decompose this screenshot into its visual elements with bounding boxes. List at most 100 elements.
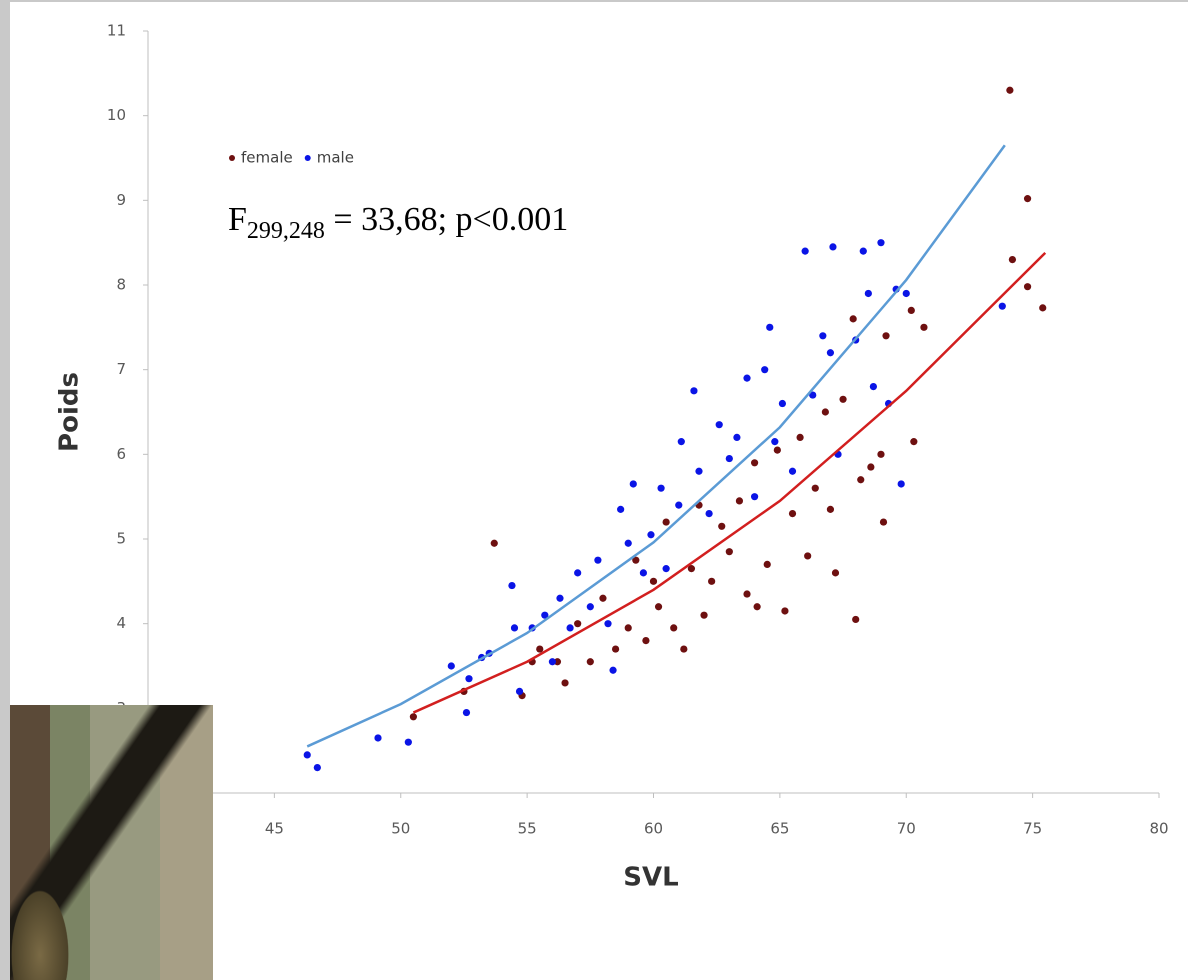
point — [852, 615, 860, 624]
point — [654, 603, 663, 611]
point — [907, 306, 915, 314]
point — [877, 239, 885, 247]
point — [801, 247, 809, 255]
point — [796, 433, 804, 441]
point — [670, 624, 678, 632]
point — [902, 289, 910, 298]
point — [751, 459, 759, 467]
point — [624, 539, 632, 547]
point — [462, 708, 471, 717]
point — [857, 476, 865, 484]
point — [586, 658, 594, 666]
point — [920, 323, 928, 331]
y-tick-label: 9 — [116, 191, 126, 209]
x-axis-title: SVL — [623, 863, 678, 893]
legend-label: female — [241, 149, 293, 167]
point — [761, 366, 769, 374]
point — [700, 611, 708, 619]
point — [447, 662, 455, 670]
point — [629, 480, 637, 488]
point — [657, 484, 665, 492]
annotation-rest: = 33,68; p<0.001 — [325, 201, 568, 238]
point — [649, 577, 658, 585]
point — [313, 764, 321, 772]
point — [897, 480, 905, 488]
point — [864, 289, 872, 298]
point — [781, 607, 789, 615]
point — [556, 594, 564, 602]
point — [998, 302, 1006, 310]
point — [647, 531, 655, 539]
point — [705, 509, 713, 518]
point — [553, 658, 562, 666]
y-axis-title: Poids — [55, 372, 85, 452]
point — [561, 679, 569, 687]
point — [677, 438, 685, 446]
point — [849, 315, 857, 323]
point — [541, 611, 549, 619]
legend-swatch — [229, 155, 235, 161]
point — [574, 569, 582, 577]
point — [867, 463, 875, 471]
point — [611, 645, 620, 653]
point — [773, 446, 781, 454]
point — [766, 323, 774, 331]
point — [632, 556, 640, 564]
point — [690, 387, 698, 395]
point — [594, 556, 602, 564]
point — [910, 438, 918, 446]
point — [374, 734, 382, 742]
point — [743, 374, 751, 382]
point — [510, 624, 519, 632]
point — [566, 624, 574, 632]
y-tick-label: 5 — [116, 530, 126, 548]
point — [718, 522, 726, 530]
point — [804, 552, 812, 560]
point — [877, 450, 885, 458]
point — [586, 603, 594, 611]
point — [680, 645, 688, 653]
point — [869, 383, 877, 391]
point — [508, 581, 516, 590]
point — [826, 505, 835, 513]
point — [1023, 283, 1032, 291]
point — [662, 518, 670, 526]
point — [404, 738, 412, 746]
point — [882, 332, 890, 340]
annotation-subscript: 299,248 — [247, 218, 325, 244]
legend-label: male — [317, 149, 354, 167]
x-tick-label: 45 — [265, 820, 284, 838]
point — [574, 620, 582, 628]
point — [1006, 86, 1014, 94]
point — [695, 467, 703, 475]
point — [687, 565, 696, 573]
legend-swatch — [304, 155, 311, 161]
point — [819, 332, 827, 340]
point — [624, 624, 632, 632]
point — [609, 666, 617, 674]
point — [771, 438, 779, 446]
point — [859, 247, 867, 255]
point — [303, 751, 311, 759]
point — [604, 620, 612, 628]
point — [1008, 256, 1017, 264]
point — [617, 505, 625, 513]
point — [879, 518, 888, 526]
photo — [10, 705, 213, 980]
point — [1023, 195, 1032, 203]
point — [743, 590, 751, 598]
point — [725, 454, 733, 463]
point — [751, 493, 759, 501]
x-tick-label: 55 — [518, 820, 537, 838]
point — [409, 713, 417, 721]
y-tick-label: 10 — [107, 106, 126, 124]
y-tick-label: 7 — [116, 360, 126, 378]
trendline — [412, 251, 1047, 714]
y-tick-label: 11 — [107, 22, 126, 40]
annotation: F299,248 = 33,68; p<0.001 — [228, 201, 568, 244]
point — [548, 658, 557, 666]
point — [725, 548, 733, 556]
point — [809, 391, 817, 399]
